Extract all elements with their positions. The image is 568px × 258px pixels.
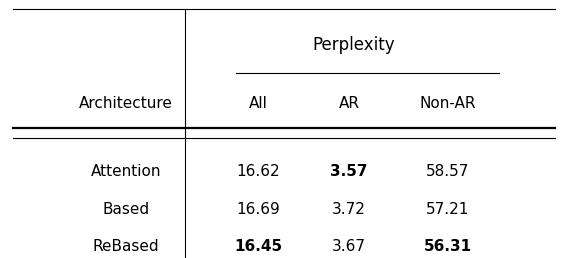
Text: 3.72: 3.72: [332, 202, 366, 217]
Text: 57.21: 57.21: [426, 202, 470, 217]
Text: ReBased: ReBased: [93, 239, 159, 254]
Text: 16.62: 16.62: [237, 164, 281, 179]
Text: 16.69: 16.69: [237, 202, 281, 217]
Text: 58.57: 58.57: [426, 164, 470, 179]
Text: 3.67: 3.67: [332, 239, 366, 254]
Text: 3.57: 3.57: [330, 164, 367, 179]
Text: Non-AR: Non-AR: [420, 96, 476, 111]
Text: 56.31: 56.31: [424, 239, 472, 254]
Text: Architecture: Architecture: [79, 96, 173, 111]
Text: AR: AR: [339, 96, 360, 111]
Text: 16.45: 16.45: [235, 239, 283, 254]
Text: Perplexity: Perplexity: [312, 36, 395, 54]
Text: All: All: [249, 96, 268, 111]
Text: Based: Based: [102, 202, 149, 217]
Text: Attention: Attention: [90, 164, 161, 179]
